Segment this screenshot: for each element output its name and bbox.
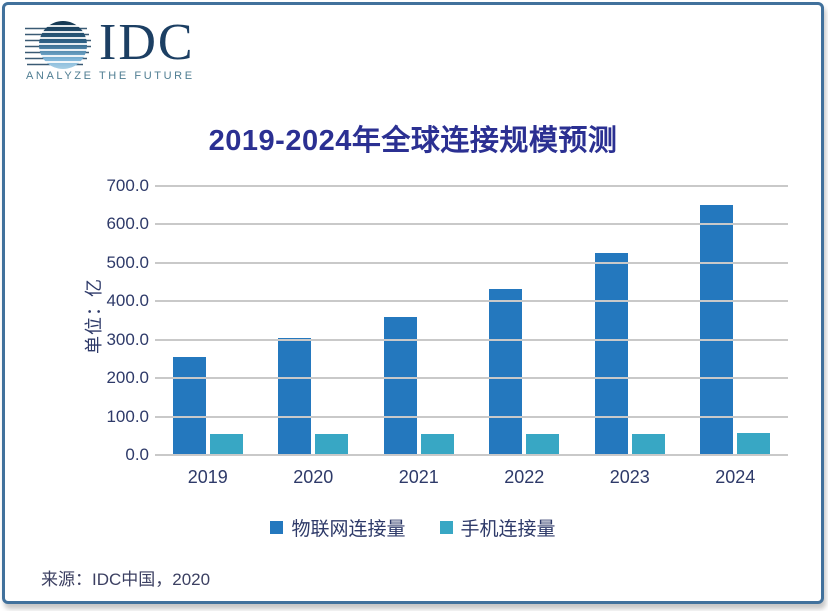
bar-group-2023 bbox=[594, 186, 665, 455]
x-axis-labels: 2019 2020 2021 2022 2023 2024 bbox=[155, 467, 788, 488]
gridline-400 bbox=[155, 300, 788, 303]
x-label-2020: 2020 bbox=[293, 467, 334, 487]
y-tick-400: 400.0 bbox=[106, 291, 149, 311]
legend-label: 物联网连接量 bbox=[291, 519, 406, 540]
y-tick-200: 200.0 bbox=[106, 368, 149, 388]
y-tick-700: 700.0 bbox=[106, 176, 149, 195]
bar-2021-s0 bbox=[383, 316, 417, 455]
legend-item-s1: 手机连接量 bbox=[439, 514, 556, 541]
bar-2019-s0 bbox=[172, 357, 206, 455]
y-tick-100: 100.0 bbox=[106, 406, 149, 426]
y-tick-0: 0.0 bbox=[125, 445, 149, 464]
gridline-0 bbox=[155, 454, 788, 456]
x-label-2022: 2022 bbox=[504, 467, 545, 487]
chart-frame: IDC ANALYZE THE FUTURE 2019-2024年全球连接规模预… bbox=[2, 2, 824, 604]
gridline-200 bbox=[155, 377, 788, 380]
bar-group-2019 bbox=[172, 186, 243, 455]
bar-2024-s0 bbox=[700, 205, 734, 455]
y-axis-ticks: 0.0 100.0 200.0 300.0 400.0 500.0 600.0 700.0 bbox=[63, 176, 149, 464]
idc-logo-text: IDC bbox=[99, 14, 195, 71]
y-tick-500: 500.0 bbox=[106, 252, 149, 272]
gridline-300 bbox=[155, 338, 788, 341]
bar-group-2022 bbox=[489, 186, 560, 455]
idc-globe-icon bbox=[25, 21, 91, 69]
x-label-2024: 2024 bbox=[715, 467, 756, 487]
bar-2020-s1 bbox=[315, 433, 349, 455]
gridline-600 bbox=[155, 223, 788, 226]
gridline-100 bbox=[155, 415, 788, 418]
gridline-700 bbox=[155, 185, 788, 187]
bar-2020-s0 bbox=[278, 337, 312, 455]
bar-group-2024 bbox=[700, 186, 771, 455]
y-tick-600: 600.0 bbox=[106, 214, 149, 234]
bar-2021-s1 bbox=[420, 433, 454, 455]
x-label-2021: 2021 bbox=[398, 467, 439, 487]
idc-logo: IDC ANALYZE THE FUTURE bbox=[25, 14, 225, 85]
bar-2024-s1 bbox=[737, 433, 771, 455]
plot-area bbox=[155, 185, 788, 456]
bar-2023-s1 bbox=[631, 433, 665, 455]
legend-marker-icon bbox=[270, 521, 284, 534]
gridline-500 bbox=[155, 261, 788, 264]
legend-marker-icon bbox=[439, 521, 453, 534]
x-label-2019: 2019 bbox=[187, 467, 228, 487]
legend-label: 手机连接量 bbox=[460, 519, 556, 540]
legend-item-s0: 物联网连接量 bbox=[270, 514, 406, 541]
bar-2022-s0 bbox=[489, 289, 523, 455]
y-tick-300: 300.0 bbox=[106, 329, 149, 349]
bar-2023-s0 bbox=[594, 253, 628, 455]
bar-2022-s1 bbox=[526, 433, 560, 455]
bar-2019-s1 bbox=[209, 433, 243, 455]
bar-group-2020 bbox=[278, 186, 349, 455]
source-note: 来源：IDC中国，2020 bbox=[41, 570, 211, 589]
idc-tagline: ANALYZE THE FUTURE bbox=[26, 70, 195, 82]
legend: 物联网连接量 手机连接量 bbox=[5, 514, 821, 541]
page-title: 2019-2024年全球连接规模预测 bbox=[208, 125, 618, 157]
x-label-2023: 2023 bbox=[609, 467, 650, 487]
